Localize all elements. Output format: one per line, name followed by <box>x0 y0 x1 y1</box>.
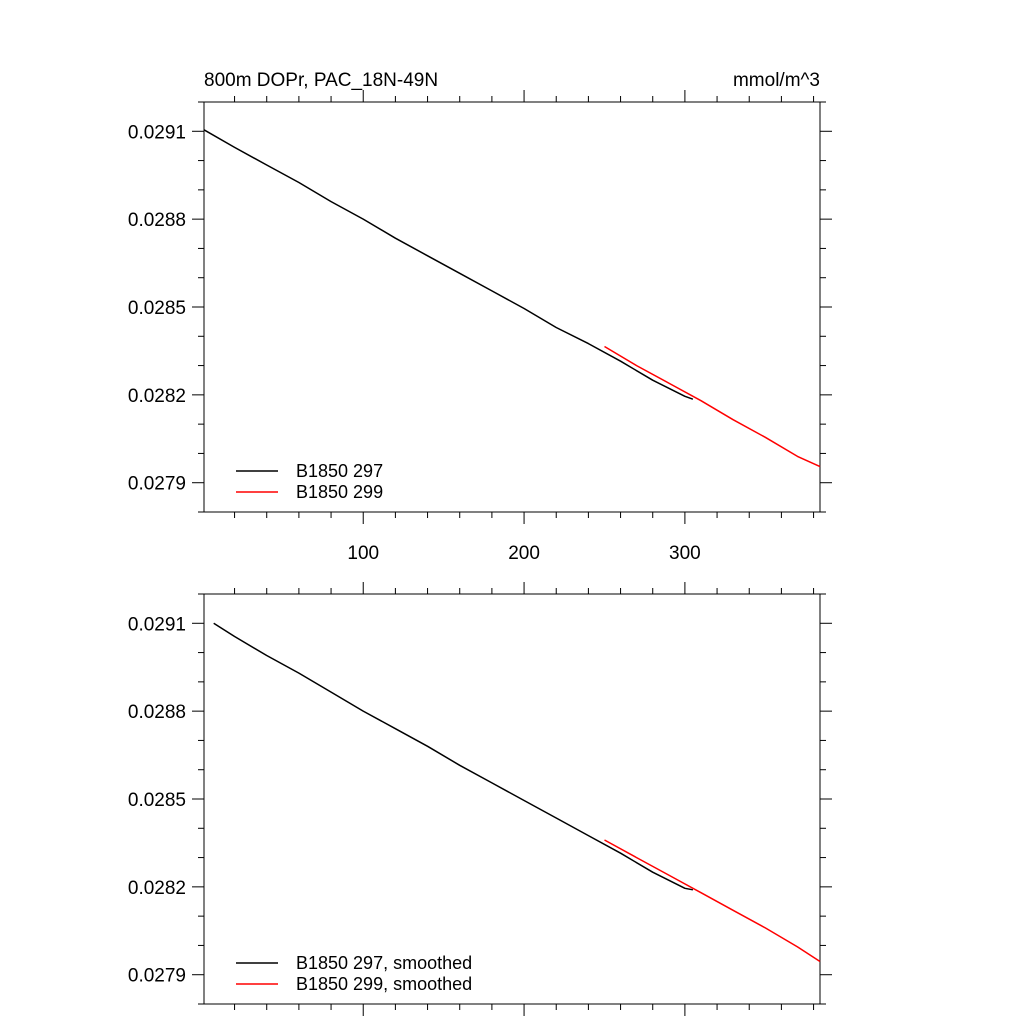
x-tick-label: 300 <box>669 543 701 564</box>
y-tick-label: 0.0291 <box>128 122 186 143</box>
legend-label: B1850 299 <box>296 482 383 502</box>
y-tick-label: 0.0288 <box>128 210 186 231</box>
series-line-2 <box>604 839 821 963</box>
series-line-1 <box>213 622 694 891</box>
y-tick-label: 0.0282 <box>128 878 186 899</box>
plot-frame <box>203 101 821 513</box>
y-tick-label: 0.0285 <box>128 298 186 319</box>
plot-frame <box>203 593 821 1005</box>
plot-panel-1: 100 200 300 0.0279 0.0282 0.0285 0.0288 0.0291 B… <box>128 90 832 564</box>
legend-label: B1850 299, smoothed <box>296 974 472 994</box>
units-label: mmol/m^3 <box>733 70 820 91</box>
chart-title: 800m DOPr, PAC_18N-49N <box>204 70 438 91</box>
plot-panel-2: 0.0279 0.0282 0.0285 0.0288 0.0291 B1850 297,… <box>128 582 832 1016</box>
x-tick-label: 100 <box>347 543 379 564</box>
series-line-1 <box>203 129 694 400</box>
y-tick-label: 0.0279 <box>128 966 186 987</box>
y-tick-label: 0.0282 <box>128 386 186 407</box>
legend-label: B1850 297 <box>296 461 383 481</box>
y-tick-label: 0.0291 <box>128 614 186 635</box>
series-line-2 <box>604 345 821 468</box>
legend-label: B1850 297, smoothed <box>296 953 472 973</box>
y-tick-label: 0.0285 <box>128 790 186 811</box>
y-tick-label: 0.0288 <box>128 702 186 723</box>
x-tick-label: 200 <box>508 543 540 564</box>
y-tick-label: 0.0279 <box>128 474 186 495</box>
